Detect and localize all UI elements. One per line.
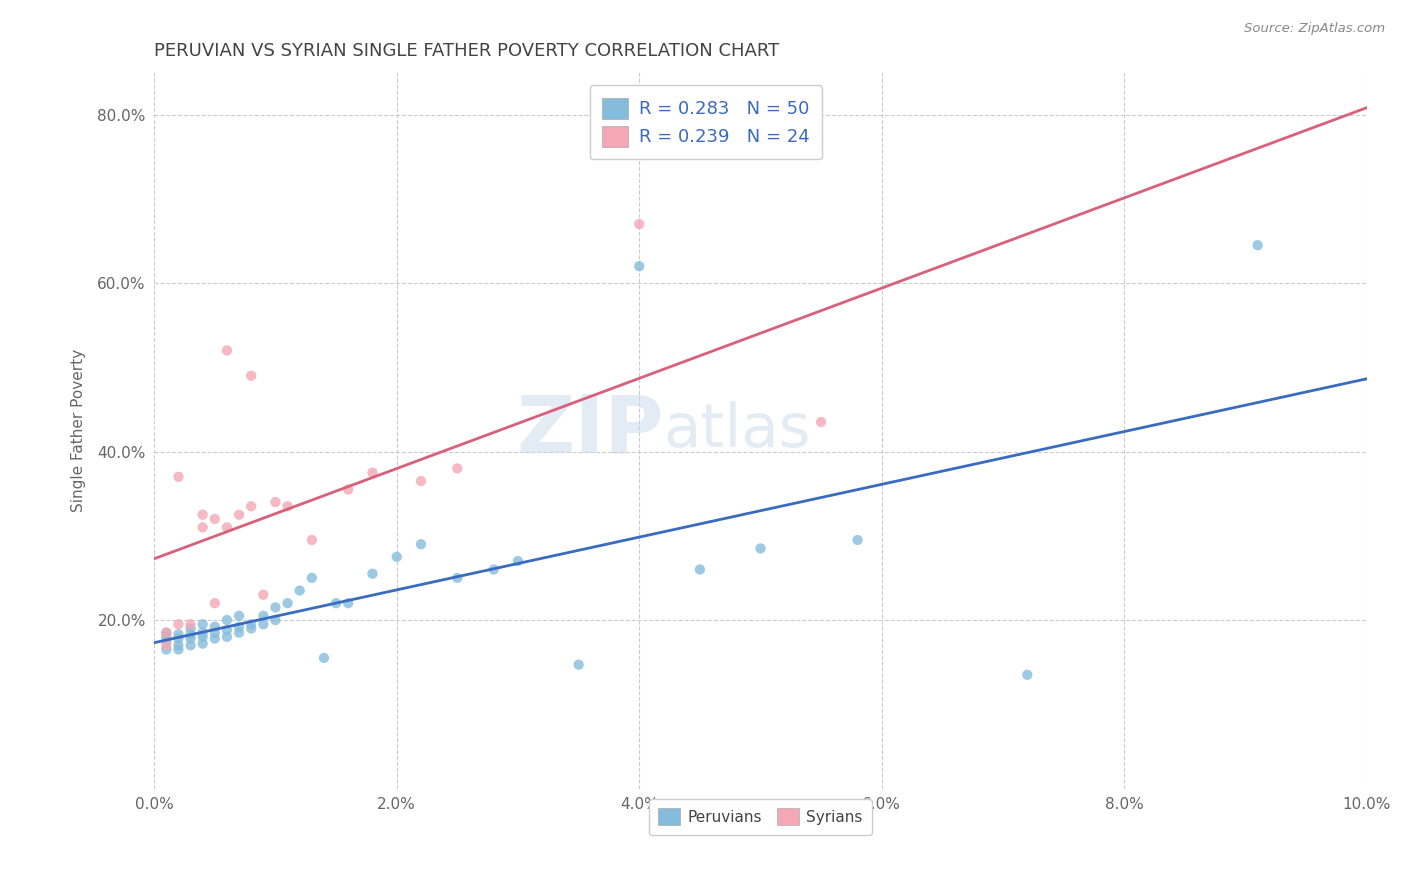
Point — [191, 617, 214, 632]
Point — [155, 630, 177, 644]
Point — [204, 512, 226, 526]
Point — [155, 642, 177, 657]
Point — [264, 495, 287, 509]
Point — [252, 608, 274, 623]
Point — [240, 617, 263, 632]
Point — [180, 627, 202, 641]
Point — [446, 571, 468, 585]
Point — [155, 625, 177, 640]
Point — [191, 630, 214, 644]
Text: atlas: atlas — [664, 401, 811, 460]
Point — [337, 596, 360, 610]
Point — [191, 508, 214, 522]
Point — [167, 617, 190, 632]
Point — [204, 620, 226, 634]
Legend: Peruvians, Syrians: Peruvians, Syrians — [650, 798, 872, 835]
Text: PERUVIAN VS SYRIAN SINGLE FATHER POVERTY CORRELATION CHART: PERUVIAN VS SYRIAN SINGLE FATHER POVERTY… — [155, 42, 779, 60]
Point — [252, 617, 274, 632]
Point — [240, 622, 263, 636]
Point — [180, 638, 202, 652]
Point — [252, 588, 274, 602]
Point — [446, 461, 468, 475]
Point — [628, 217, 651, 231]
Point — [409, 474, 432, 488]
Point — [264, 613, 287, 627]
Point — [204, 625, 226, 640]
Point — [337, 483, 360, 497]
Point — [228, 608, 250, 623]
Point — [228, 508, 250, 522]
Point — [301, 571, 323, 585]
Point — [155, 625, 177, 640]
Point — [810, 415, 832, 429]
Point — [568, 657, 591, 672]
Point — [288, 583, 311, 598]
Point — [240, 368, 263, 383]
Point — [385, 549, 408, 564]
Point — [228, 625, 250, 640]
Point — [240, 500, 263, 514]
Point — [301, 533, 323, 547]
Point — [1247, 238, 1270, 252]
Point — [215, 630, 238, 644]
Text: ZIP: ZIP — [516, 392, 664, 469]
Point — [215, 613, 238, 627]
Point — [264, 600, 287, 615]
Point — [191, 625, 214, 640]
Point — [312, 651, 335, 665]
Point — [689, 562, 711, 576]
Point — [191, 520, 214, 534]
Point — [228, 620, 250, 634]
Point — [204, 596, 226, 610]
Point — [749, 541, 772, 556]
Point — [167, 632, 190, 646]
Point — [215, 623, 238, 637]
Point — [167, 627, 190, 641]
Point — [167, 638, 190, 652]
Point — [277, 596, 299, 610]
Point — [167, 470, 190, 484]
Point — [361, 466, 384, 480]
Point — [155, 638, 177, 652]
Point — [191, 637, 214, 651]
Point — [628, 259, 651, 273]
Point — [215, 343, 238, 358]
Point — [277, 500, 299, 514]
Point — [180, 622, 202, 636]
Point — [204, 632, 226, 646]
Point — [409, 537, 432, 551]
Y-axis label: Single Father Poverty: Single Father Poverty — [72, 349, 86, 512]
Point — [361, 566, 384, 581]
Point — [482, 562, 505, 576]
Point — [180, 632, 202, 646]
Point — [1017, 667, 1039, 681]
Point — [846, 533, 869, 547]
Point — [506, 554, 529, 568]
Point — [325, 596, 347, 610]
Point — [215, 520, 238, 534]
Point — [180, 617, 202, 632]
Text: Source: ZipAtlas.com: Source: ZipAtlas.com — [1244, 22, 1385, 36]
Point — [167, 642, 190, 657]
Point — [155, 634, 177, 648]
